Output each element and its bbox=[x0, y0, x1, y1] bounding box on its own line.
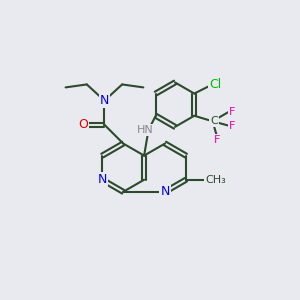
Text: C: C bbox=[210, 116, 218, 126]
Text: N: N bbox=[160, 185, 170, 198]
Text: Cl: Cl bbox=[209, 79, 221, 92]
Text: N: N bbox=[100, 94, 109, 107]
Text: HN: HN bbox=[136, 125, 153, 135]
Text: O: O bbox=[78, 118, 88, 131]
Text: F: F bbox=[229, 107, 236, 117]
Text: F: F bbox=[214, 135, 220, 145]
Text: F: F bbox=[229, 121, 236, 131]
Text: N: N bbox=[98, 173, 107, 186]
Text: CH₃: CH₃ bbox=[205, 175, 226, 185]
